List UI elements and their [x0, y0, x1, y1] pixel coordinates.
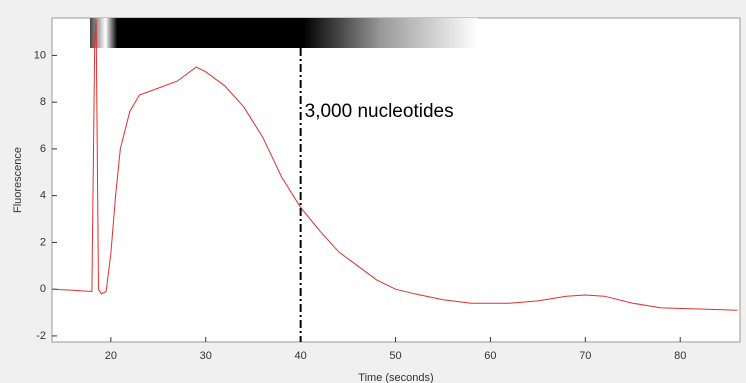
y-tick-label: 2 [40, 236, 46, 248]
y-tick-label: 4 [40, 190, 46, 202]
x-tick-label: 40 [295, 350, 307, 362]
x-tick-label: 30 [200, 350, 212, 362]
y-tick-label: 8 [40, 96, 46, 108]
y-tick-label: 6 [40, 143, 46, 155]
x-tick-label: 20 [105, 350, 117, 362]
x-tick-label: 60 [484, 350, 496, 362]
chart: Fluorescence Time (seconds) -2 0 2 4 6 8 10 20 3… [0, 0, 746, 383]
y-tick-label: -2 [36, 330, 46, 342]
x-axis-label: Time (seconds) [358, 372, 433, 383]
y-tick-label: 10 [34, 49, 46, 61]
gel-lane [90, 18, 478, 48]
y-tick-label: 0 [40, 283, 46, 295]
y-axis-label: Fluorescence [12, 147, 24, 213]
x-tick-label: 70 [579, 350, 591, 362]
x-tick-label: 80 [674, 350, 686, 362]
x-tick-label: 50 [389, 350, 401, 362]
reference-label: 3,000 nucleotides [305, 101, 454, 122]
plot-area [52, 18, 740, 342]
